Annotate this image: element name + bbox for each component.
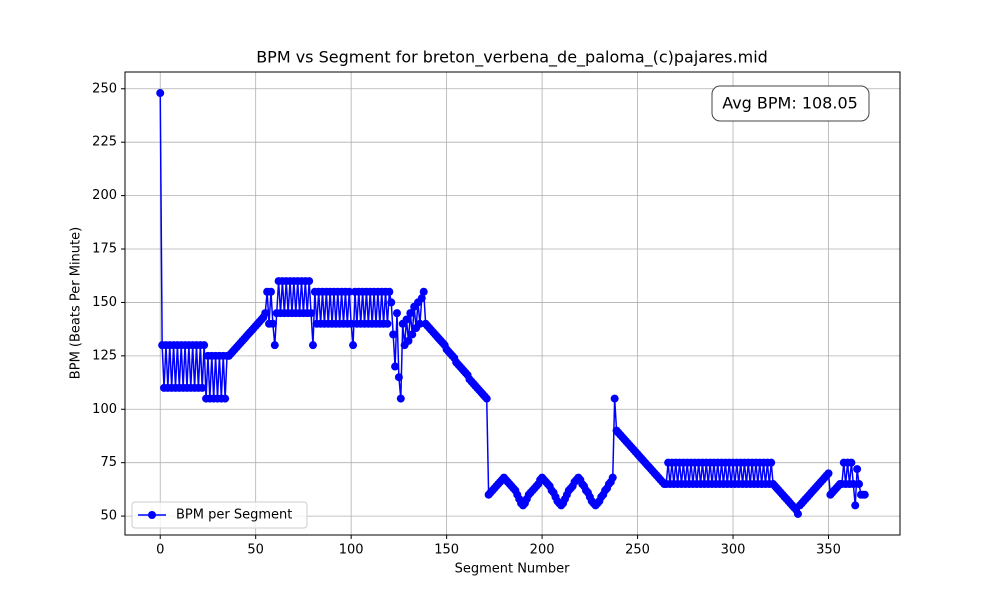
y-axis-label: BPM (Beats Per Minute) <box>69 227 84 379</box>
legend-box <box>131 501 308 529</box>
data-point <box>824 469 833 478</box>
y-tick-label: 175 <box>92 242 117 257</box>
x-tick-label: 0 <box>156 543 164 558</box>
x-axis-label: Segment Number <box>455 562 571 577</box>
data-point <box>402 315 411 324</box>
data-point <box>392 309 401 318</box>
data-point <box>387 298 396 307</box>
y-tick-label: 225 <box>92 135 117 150</box>
legend-label: BPM per Segment <box>176 508 292 523</box>
x-tick-label: 200 <box>530 543 555 558</box>
x-tick-label: 50 <box>247 543 264 558</box>
data-point <box>396 394 405 403</box>
ticks: 0 50 100 150 200 250 300 350 50 75 100 125 150 175 200… <box>92 81 841 557</box>
annotation: Avg BPM: 108.05 <box>722 94 858 113</box>
data-point <box>610 394 619 403</box>
x-tick-label: 300 <box>721 543 746 558</box>
data-point <box>793 509 802 518</box>
data-point <box>851 501 860 510</box>
y-tick-label: 250 <box>92 81 117 96</box>
data-point <box>349 341 358 350</box>
x-tick-label: 250 <box>625 543 650 558</box>
data-point <box>415 319 424 328</box>
data-point <box>389 330 398 339</box>
y-tick-label: 200 <box>92 188 117 203</box>
data-point <box>608 473 617 482</box>
data-point <box>308 341 317 350</box>
data-point <box>391 362 400 371</box>
data-point <box>385 287 394 296</box>
data-point <box>417 294 426 303</box>
data-point <box>847 458 856 467</box>
data-point <box>767 458 776 467</box>
data-point <box>156 89 165 98</box>
legend-marker <box>148 511 156 519</box>
data-point <box>261 309 270 318</box>
data-point <box>266 287 275 296</box>
annotation-box <box>711 85 870 122</box>
y-tick-label: 75 <box>100 455 117 470</box>
x-tick-label: 350 <box>816 543 841 558</box>
data-point <box>305 277 314 286</box>
data-point <box>345 287 354 296</box>
data-point <box>198 383 207 392</box>
data-point <box>853 465 862 474</box>
y-tick-label: 100 <box>92 402 117 417</box>
data-point <box>855 480 864 489</box>
data-point <box>406 309 415 318</box>
x-tick-label: 100 <box>339 543 364 558</box>
plot <box>156 89 869 518</box>
chart-title: BPM vs Segment for breton_verbena_de_pal… <box>256 48 768 68</box>
data-point <box>419 287 428 296</box>
plot-frame <box>124 71 901 536</box>
data-point <box>268 319 277 328</box>
data-point <box>270 341 279 350</box>
data-point <box>849 480 858 489</box>
data-point <box>221 394 230 403</box>
y-tick-label: 50 <box>100 509 117 524</box>
data-point <box>408 330 417 339</box>
data-point <box>307 309 316 318</box>
data-point <box>860 490 869 499</box>
data-point <box>394 373 403 382</box>
data-point <box>482 394 491 403</box>
y-tick-label: 150 <box>92 295 117 310</box>
data-point <box>347 319 356 328</box>
data-point <box>383 319 392 328</box>
y-tick-label: 125 <box>92 348 117 363</box>
legend: BPM per Segment <box>131 501 308 529</box>
data-point <box>200 341 209 350</box>
data-point <box>404 336 413 345</box>
x-tick-label: 150 <box>434 543 459 558</box>
